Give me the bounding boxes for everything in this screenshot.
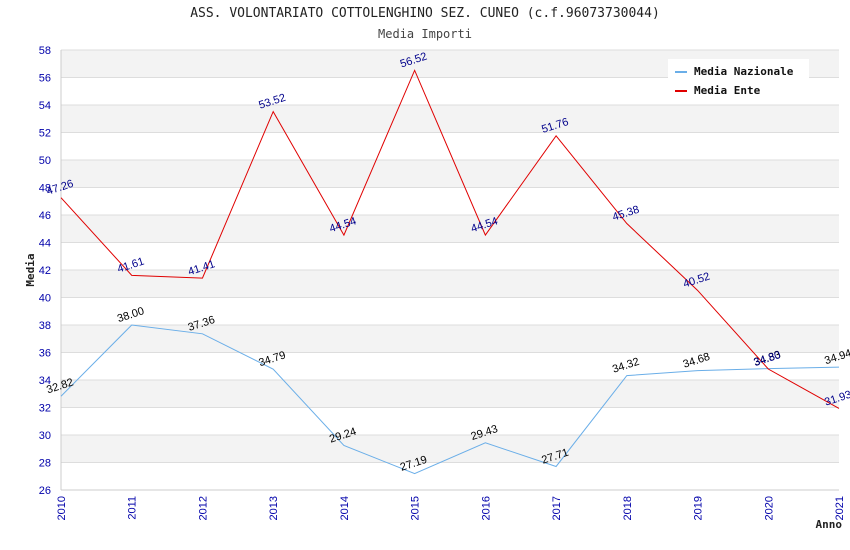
grid-band: [61, 105, 839, 133]
x-tick-label: 2013: [268, 496, 280, 520]
grid-band: [61, 325, 839, 353]
grid-band: [61, 270, 839, 298]
data-label: 47.26: [45, 178, 75, 198]
x-axis-label: Anno: [816, 518, 843, 531]
y-tick-label: 32: [39, 403, 51, 415]
y-tick-label: 42: [39, 265, 51, 277]
data-label: 38.00: [116, 305, 146, 325]
x-tick-label: 2021: [834, 496, 846, 520]
grid-bands: [61, 49, 839, 491]
y-axis-label: Media: [24, 253, 37, 286]
y-tick-label: 46: [39, 210, 51, 222]
x-tick-label: 2020: [763, 496, 775, 520]
series-line-0: [60, 324, 840, 475]
legend-label: Media Nazionale: [694, 65, 794, 78]
y-tick-label: 36: [39, 348, 51, 360]
y-tick-label: 30: [39, 430, 51, 442]
y-axis-ticks: 26 28 30 32 34 36 38 40 42 44 46 48 50 52 54 56 58: [39, 45, 51, 497]
x-tick-label: 2018: [622, 496, 634, 520]
x-tick-label: 2016: [480, 496, 492, 520]
x-tick-label: 2010: [56, 496, 68, 520]
grid-band: [61, 215, 839, 243]
y-tick-label: 40: [39, 293, 51, 305]
data-label: 34.68: [682, 351, 712, 371]
x-tick-label: 2012: [197, 496, 209, 520]
series-group: [60, 69, 840, 475]
x-tick-label: 2014: [339, 496, 351, 520]
x-axis-ticks: 2010 2011 2012 2013 2014 2015 2016 2017 2018 2019…: [56, 496, 846, 520]
y-tick-label: 54: [39, 100, 51, 112]
data-label: 34.32: [611, 356, 641, 376]
chart-subtitle: Media Importi: [378, 27, 472, 41]
y-tick-label: 52: [39, 128, 51, 140]
grid-band: [61, 160, 839, 188]
y-tick-label: 28: [39, 458, 51, 470]
axes: [60, 50, 839, 491]
chart-title: ASS. VOLONTARIATO COTTOLENGHINO SEZ. CUN…: [190, 6, 660, 21]
series-line-1: [60, 69, 840, 409]
legend-label: Media Ente: [694, 84, 761, 97]
y-tick-label: 44: [39, 238, 51, 250]
y-tick-label: 38: [39, 320, 51, 332]
x-tick-label: 2017: [551, 496, 563, 520]
grid-band: [61, 380, 839, 408]
y-tick-label: 34: [39, 375, 51, 387]
x-tick-label: 2011: [127, 496, 139, 520]
y-tick-label: 50: [39, 155, 51, 167]
x-tick-label: 2015: [410, 496, 422, 520]
legend: Media Nazionale Media Ente: [668, 59, 809, 101]
y-tick-label: 58: [39, 45, 51, 57]
y-tick-label: 48: [39, 183, 51, 195]
y-tick-label: 56: [39, 73, 51, 85]
legend-box: [668, 59, 809, 101]
x-tick-label: 2019: [693, 496, 705, 520]
y-tick-label: 26: [39, 485, 51, 497]
